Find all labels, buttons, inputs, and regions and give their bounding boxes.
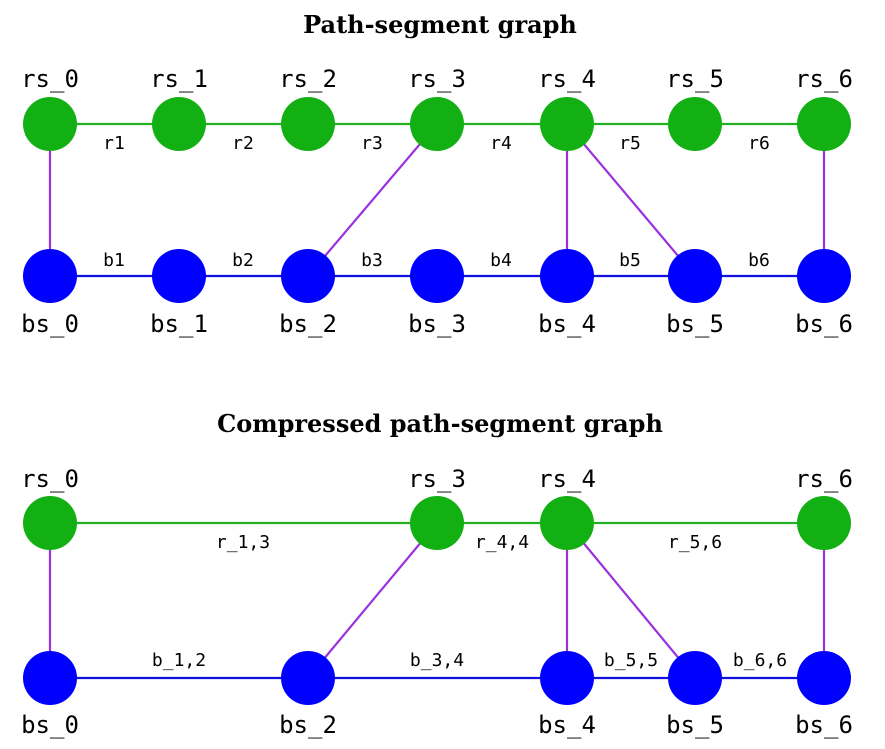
g2-red-node-rs3 [410, 496, 464, 550]
g2-blue-node-bs5 [668, 651, 722, 705]
g1-blue-edge-label-6: b6 [748, 250, 770, 271]
g2-blue-node-label-bs6: bs_6 [795, 711, 853, 739]
g1-red-edge-label-1: r1 [103, 133, 125, 154]
g2-blue-edge-label-1: b_1,2 [152, 650, 206, 671]
g2-blue-edge-label-3: b_5,5 [604, 650, 658, 671]
graph2-nodes [23, 496, 851, 705]
g1-red-edge-label-2: r2 [232, 133, 254, 154]
g1-blue-node-bs6 [797, 249, 851, 303]
graph1-nodes [23, 97, 851, 303]
g1-red-node-rs0 [23, 97, 77, 151]
g1-blue-node-label-bs3: bs_3 [408, 310, 466, 338]
graph1-title: Path-segment graph [303, 10, 577, 39]
g1-blue-node-label-bs2: bs_2 [279, 310, 337, 338]
g1-blue-node-bs0 [23, 249, 77, 303]
graph2-edge-labels: r_1,3 r_4,4 r_5,6 b_1,2 b_3,4 b_5,5 b_6,… [152, 532, 787, 671]
g2-red-edge-label-1: r_1,3 [216, 532, 270, 553]
g1-red-edge-label-5: r5 [619, 133, 641, 154]
g2-red-edge-label-2: r_4,4 [475, 532, 529, 553]
graph2-node-labels: rs_0 rs_3 rs_4 rs_6 bs_0 bs_2 bs_4 bs_5 … [21, 465, 853, 739]
g2-red-node-label-rs6: rs_6 [795, 465, 853, 493]
graph2-title: Compressed path-segment graph [217, 409, 663, 438]
g2-red-node-label-rs4: rs_4 [538, 465, 596, 493]
g2-blue-node-label-bs0: bs_0 [21, 711, 79, 739]
g2-red-node-label-rs0: rs_0 [21, 465, 79, 493]
g1-red-node-rs1 [152, 97, 206, 151]
g1-red-node-rs3 [410, 97, 464, 151]
g1-blue-edge-label-3: b3 [361, 250, 383, 271]
g1-blue-node-label-bs0: bs_0 [21, 310, 79, 338]
g2-red-node-rs0 [23, 496, 77, 550]
g1-red-node-label-rs2: rs_2 [279, 65, 337, 93]
g1-red-node-rs2 [281, 97, 335, 151]
g1-blue-node-label-bs5: bs_5 [666, 310, 724, 338]
g1-red-node-rs5 [668, 97, 722, 151]
g2-blue-edge-label-4: b_6,6 [733, 650, 787, 671]
g1-blue-node-bs4 [540, 249, 594, 303]
g1-blue-node-bs2 [281, 249, 335, 303]
g1-blue-node-label-bs6: bs_6 [795, 310, 853, 338]
g1-blue-node-label-bs1: bs_1 [150, 310, 208, 338]
g1-red-node-label-rs3: rs_3 [408, 65, 466, 93]
g1-cross-edge-rs3-bs2 [307, 123, 438, 277]
graph1-node-labels: rs_0 rs_1 rs_2 rs_3 rs_4 rs_5 rs_6 bs_0 … [21, 65, 853, 338]
g2-blue-node-label-bs4: bs_4 [538, 711, 596, 739]
g2-red-node-rs4 [540, 496, 594, 550]
g1-red-edge-label-3: r3 [361, 133, 383, 154]
g1-red-node-label-rs6: rs_6 [795, 65, 853, 93]
g1-blue-edge-label-1: b1 [103, 250, 125, 271]
g2-blue-node-bs2 [281, 651, 335, 705]
g2-red-node-label-rs3: rs_3 [408, 465, 466, 493]
graph1-edge-labels: r1 r2 r3 r4 r5 r6 b1 b2 b3 b4 b5 b6 [103, 133, 770, 271]
g1-red-edge-label-6: r6 [748, 133, 770, 154]
g2-red-edge-label-3: r_5,6 [668, 532, 722, 553]
g1-red-node-label-rs5: rs_5 [666, 65, 724, 93]
g1-red-node-label-rs1: rs_1 [150, 65, 208, 93]
g1-blue-node-label-bs4: bs_4 [538, 310, 596, 338]
g1-red-node-label-rs0: rs_0 [21, 65, 79, 93]
g1-blue-edge-label-2: b2 [232, 250, 254, 271]
g2-blue-edge-label-2: b_3,4 [410, 650, 464, 671]
g1-blue-edge-label-5: b5 [619, 250, 641, 271]
g1-blue-node-bs3 [410, 249, 464, 303]
g1-red-node-rs4 [540, 97, 594, 151]
g2-blue-node-label-bs5: bs_5 [666, 711, 724, 739]
g2-blue-node-bs4 [540, 651, 594, 705]
g1-blue-edge-label-4: b4 [490, 250, 512, 271]
g1-red-edge-label-4: r4 [490, 133, 512, 154]
g1-cross-edge-rs4-bs5 [566, 123, 696, 277]
g2-cross-edge-rs4-bs5 [566, 522, 696, 679]
g1-red-node-rs6 [797, 97, 851, 151]
g1-red-node-label-rs4: rs_4 [538, 65, 596, 93]
g1-blue-node-bs5 [668, 249, 722, 303]
g1-blue-node-bs1 [152, 249, 206, 303]
g2-blue-node-label-bs2: bs_2 [279, 711, 337, 739]
g2-blue-node-bs6 [797, 651, 851, 705]
g2-blue-node-bs0 [23, 651, 77, 705]
g2-cross-edge-rs3-bs2 [307, 522, 438, 679]
g2-red-node-rs6 [797, 496, 851, 550]
